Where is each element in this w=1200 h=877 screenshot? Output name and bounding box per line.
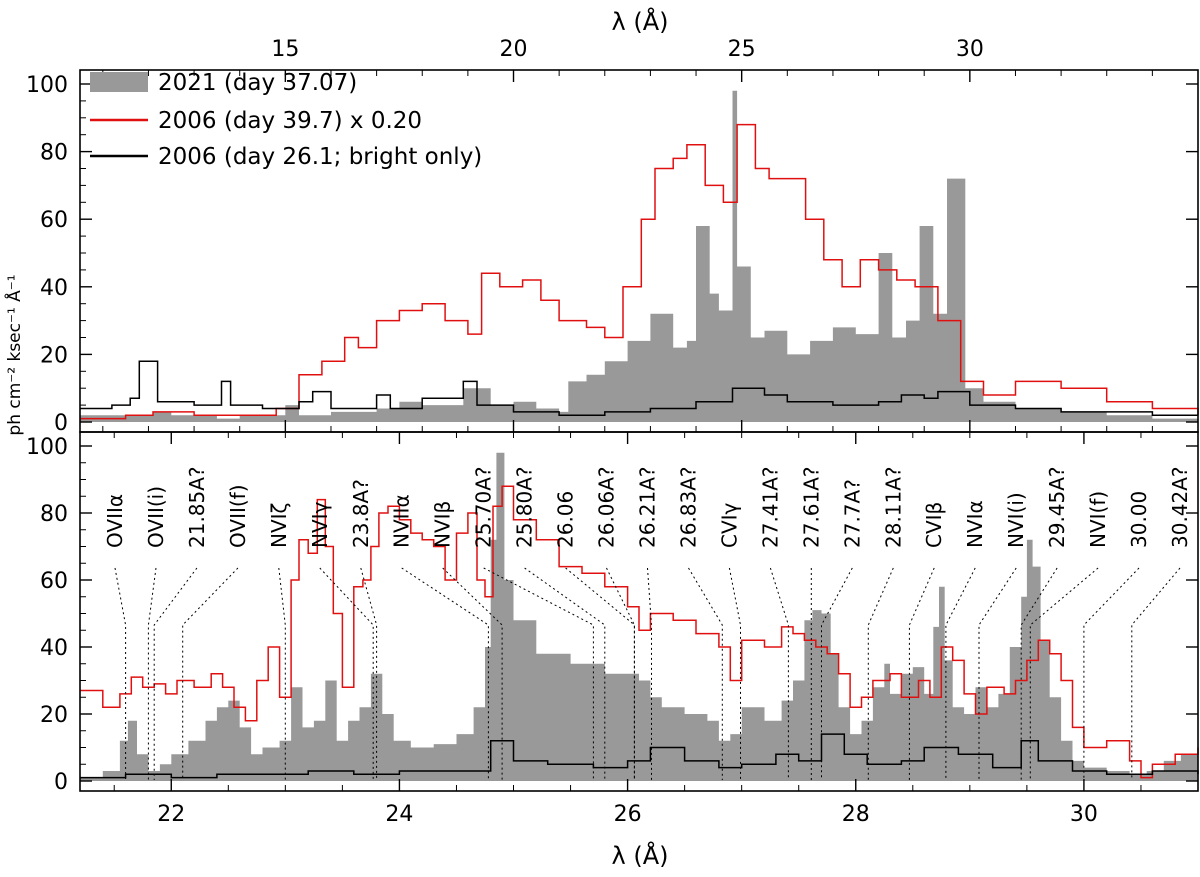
line-id-label: NVIζ	[267, 503, 291, 548]
top-ytick-label: 20	[40, 343, 68, 368]
line-id-label: 28.11A?	[881, 466, 905, 548]
legend-label-2006-day39: 2006 (day 39.7) x 0.20	[158, 108, 422, 134]
line-id-label: 27.7A?	[840, 479, 864, 548]
line-id-marker	[821, 567, 853, 780]
line-id-label: 26.06	[554, 491, 578, 548]
bottom-series-2021-layer	[80, 452, 1198, 781]
line-id-label: 26.06A?	[595, 466, 619, 548]
top-ytick-label: 0	[54, 411, 68, 436]
line-id-marker	[524, 567, 606, 780]
legend-label-2021: 2021 (day 37.07)	[158, 70, 357, 96]
line-id-label: NVIβ	[431, 501, 455, 548]
top-series-2006-day-26-1-bright-only	[80, 360, 1198, 416]
line-id-marker	[647, 567, 652, 780]
top-panel: 15 20 25 30 0 20 40 60 80 100 λ (Å)	[26, 7, 1199, 436]
line-id-marker	[908, 567, 935, 780]
legend: 2021 (day 37.07) 2006 (day 39.7) x 0.20 …	[90, 70, 482, 170]
line-id-label: 27.61A?	[799, 466, 823, 548]
bottom-ytick-label: 0	[54, 770, 68, 795]
bottom-y-ticks: 0 20 40 60 80 100	[26, 435, 1198, 795]
line-id-marker	[728, 567, 741, 780]
line-id-label: NVIγ	[308, 501, 332, 548]
line-id-label: NVI(f)	[1086, 491, 1110, 548]
top-xtick-label: 20	[500, 37, 528, 62]
top-ytick-label: 40	[40, 276, 68, 301]
top-xtick-label: 15	[271, 37, 299, 62]
bottom-series-2006-day-39-7-x-0-20	[80, 485, 1199, 779]
line-id-label: 21.85A?	[185, 466, 209, 548]
line-id-marker	[978, 567, 1017, 780]
line-identifications: OVIIα OVII(i) 21.85A? OVII(f) NVIζ NVIγ 23.8A?…	[103, 466, 1192, 780]
top-ytick-label: 80	[40, 141, 68, 166]
line-id-marker	[606, 567, 635, 780]
line-id-label: CVIβ	[922, 502, 946, 548]
line-id-marker	[1131, 567, 1181, 780]
top-ytick-label: 60	[40, 208, 68, 233]
line-id-marker	[1083, 567, 1140, 780]
line-id-marker	[442, 567, 503, 780]
top-ytick-label: 100	[26, 73, 68, 98]
bottom-xtick-label: 30	[1070, 802, 1098, 827]
line-id-label: 30.00	[1127, 491, 1151, 548]
line-id-label: 26.21A?	[636, 466, 660, 548]
line-id-label: OVIIα	[103, 494, 127, 548]
line-id-label: 30.42A?	[1168, 466, 1192, 548]
bottom-xtick-label: 26	[614, 802, 642, 827]
bottom-ytick-label: 100	[26, 435, 68, 460]
line-id-marker	[153, 567, 198, 780]
line-id-marker	[182, 567, 239, 780]
line-id-marker	[147, 567, 157, 780]
top-series-2021-day-37-07	[80, 90, 1198, 423]
bottom-ytick-label: 20	[40, 703, 68, 728]
line-id-label: 25.70A?	[472, 466, 496, 548]
top-x-axis-title: λ (Å)	[612, 7, 669, 36]
bottom-xtick-label: 24	[385, 802, 413, 827]
bottom-xtick-label: 28	[842, 802, 870, 827]
bottom-ytick-label: 40	[40, 636, 68, 661]
bottom-series-2006-day-26-1-bright-only	[80, 733, 1199, 779]
line-id-label: 29.45A?	[1045, 466, 1069, 548]
legend-swatch-2021	[90, 72, 148, 92]
line-id-label: 26.83A?	[677, 466, 701, 548]
top-x-ticks: 15 20 25 30	[102, 37, 1199, 432]
line-id-marker	[945, 567, 976, 780]
line-id-marker	[114, 567, 127, 780]
top-xtick-label: 30	[956, 37, 984, 62]
line-id-label: NVIIα	[390, 494, 414, 548]
line-id-label: NVIα	[963, 500, 987, 548]
y-axis-title: ph cm⁻² ksec⁻¹ Å⁻¹	[3, 274, 25, 435]
bottom-x-ticks: 22 24 26 28 30	[113, 432, 1199, 827]
top-series-2021-layer	[80, 90, 1198, 423]
bottom-series-lines-layer	[80, 485, 1199, 779]
line-id-marker	[319, 567, 374, 780]
line-id-marker	[483, 567, 594, 780]
line-id-label: NVI(i)	[1004, 492, 1028, 548]
line-id-marker	[1029, 567, 1099, 780]
line-id-label: 27.41A?	[758, 466, 782, 548]
line-id-label: CVIγ	[717, 502, 741, 548]
bottom-series-2021-day-37-07	[80, 452, 1198, 781]
line-id-marker	[278, 567, 286, 780]
top-y-ticks: 0 20 40 60 80 100	[26, 73, 1198, 436]
top-xtick-label: 25	[728, 37, 756, 62]
line-id-label: OVII(f)	[226, 484, 250, 548]
line-id-label: 23.8A?	[349, 479, 373, 548]
line-id-marker	[1020, 567, 1058, 780]
line-id-marker	[688, 567, 723, 780]
bottom-ytick-label: 80	[40, 502, 68, 527]
bottom-panel-frame	[79, 431, 1199, 792]
line-id-label: 25.80A?	[513, 466, 537, 548]
line-id-marker	[867, 567, 894, 780]
line-id-label: OVII(i)	[144, 486, 168, 548]
legend-label-2006-day26: 2006 (day 26.1; bright only)	[158, 144, 482, 170]
bottom-x-axis-title: λ (Å)	[612, 841, 669, 870]
bottom-ytick-label: 60	[40, 569, 68, 594]
top-series-2006-day-39-7-x-0-20	[80, 123, 1199, 420]
bottom-panel: OVIIα OVII(i) 21.85A? OVII(f) NVIζ NVIγ 23.8A?…	[26, 431, 1199, 870]
top-series-lines-layer	[80, 123, 1199, 420]
bottom-xtick-label: 22	[157, 802, 185, 827]
